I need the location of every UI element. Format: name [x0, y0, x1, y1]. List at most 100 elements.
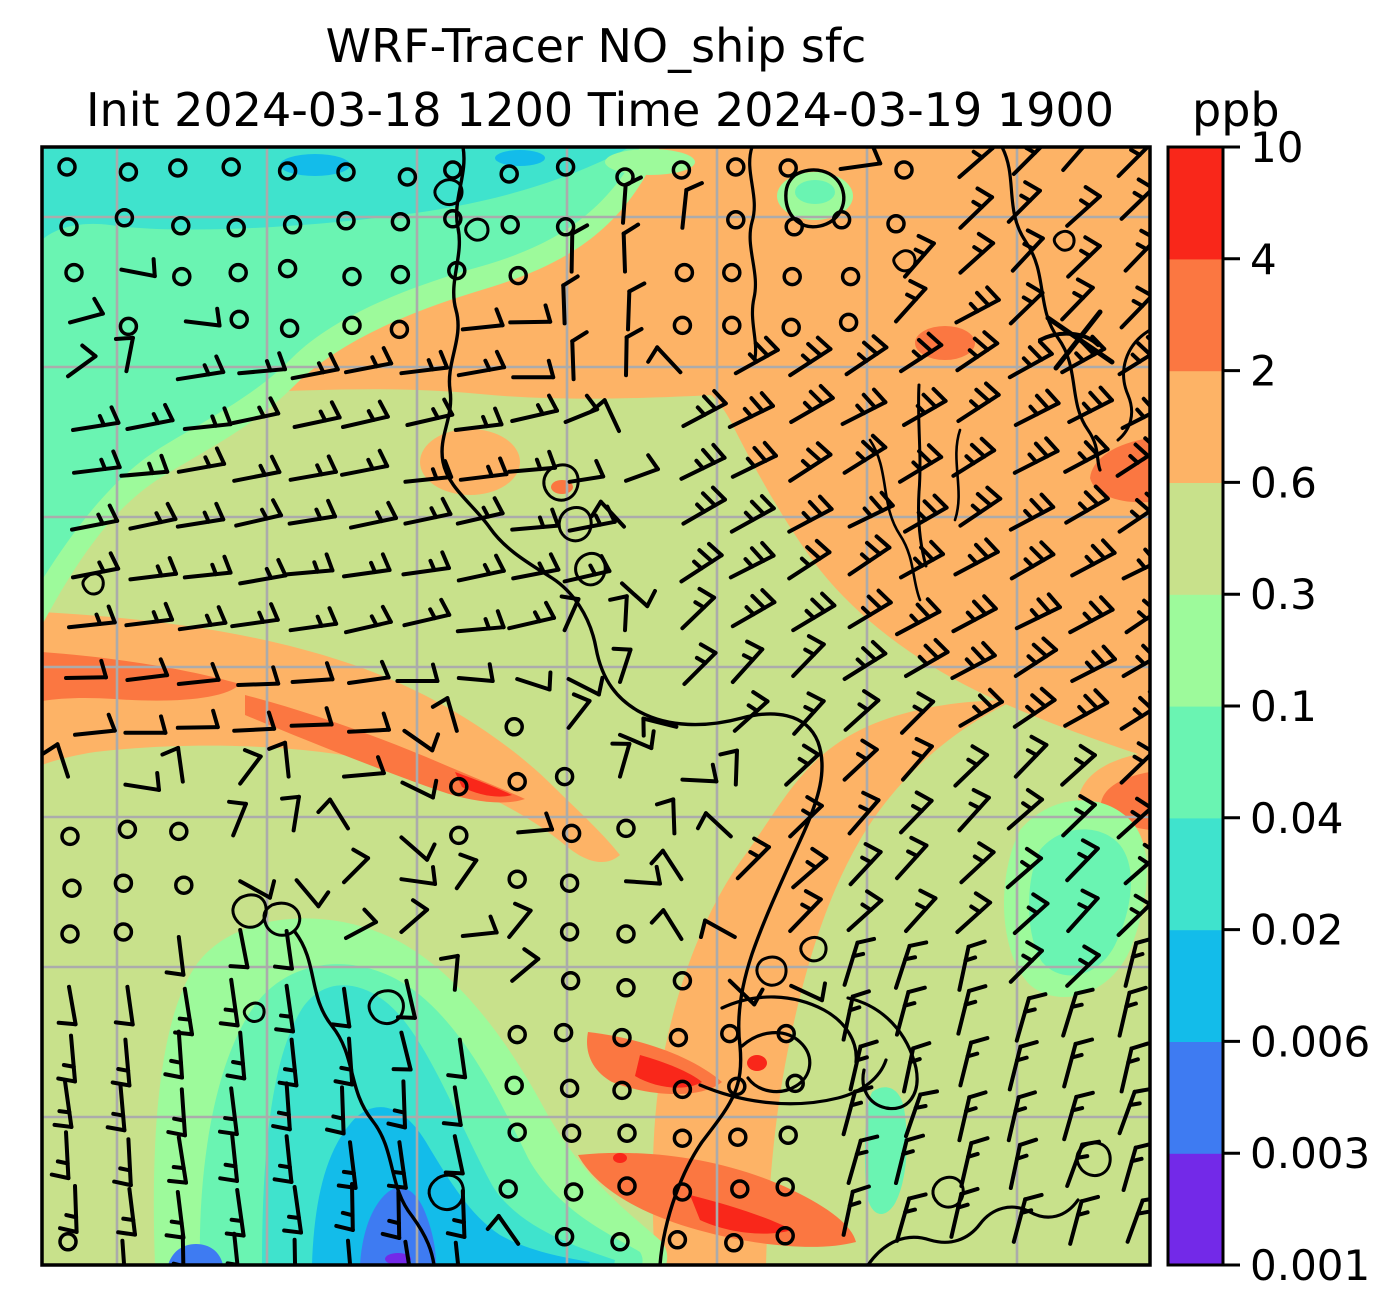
- wind-barb: [1061, 147, 1086, 172]
- wind-barb: [56, 984, 78, 1027]
- calm-wind-circle: [612, 1080, 632, 1101]
- calm-wind-circle: [553, 1022, 574, 1043]
- coastline-sw-island-3: [242, 1001, 266, 1023]
- calm-wind-circle: [667, 1230, 688, 1250]
- wind-barb: [894, 278, 928, 324]
- wind-barb: [510, 393, 560, 423]
- wind-barb: [232, 454, 282, 483]
- calm-wind-circle: [507, 1122, 527, 1142]
- wind-barb: [611, 646, 633, 684]
- wind-barb: [895, 1192, 928, 1243]
- wind-barb: [1008, 940, 1044, 984]
- wind-barb: [904, 888, 938, 933]
- calm-wind-circle: [113, 873, 134, 893]
- calm-wind-circle: [279, 318, 300, 339]
- coastline-main-west-coast: [440, 147, 824, 1265]
- wind-barb: [218, 977, 240, 1028]
- map-border: [40, 145, 1152, 1267]
- wind-barb: [238, 879, 277, 900]
- wind-barb: [508, 303, 553, 325]
- calm-wind-circle: [612, 1027, 632, 1048]
- wind-barb: [732, 690, 770, 733]
- calm-wind-circle: [728, 1127, 748, 1147]
- wind-barb: [344, 907, 379, 940]
- wind-barb: [955, 330, 1000, 373]
- colorbar: 10 4 2 0.6 0.3 0.1 0.04 0.02 0.006 0.003 0.001: [1166, 123, 1370, 1290]
- wind-barb: [682, 642, 718, 686]
- wind-barb: [128, 556, 179, 582]
- wind-barb: [789, 383, 835, 424]
- wind-barb: [788, 335, 833, 378]
- calm-wind-circle: [727, 1076, 747, 1097]
- calm-wind-circle: [228, 262, 248, 283]
- wind-barb: [515, 670, 553, 692]
- contour-region-red-west-core: [455, 772, 512, 797]
- wind-barb: [561, 274, 580, 326]
- wind-barb: [395, 662, 440, 683]
- calm-wind-circle: [221, 157, 241, 177]
- wind-barb: [271, 1081, 292, 1132]
- wind-barb: [456, 349, 507, 378]
- wind-barb: [282, 1185, 304, 1235]
- calm-wind-circle: [277, 161, 298, 181]
- calm-wind-circle: [226, 218, 246, 238]
- wind-barb: [160, 745, 185, 784]
- wind-barb: [399, 835, 437, 862]
- calm-wind-circle: [776, 1023, 796, 1044]
- wind-barb: [125, 402, 175, 431]
- wind-barb: [904, 637, 950, 678]
- wind-barb: [344, 604, 393, 635]
- calm-wind-circle: [672, 1128, 693, 1148]
- wind-barb: [957, 939, 987, 992]
- wind-barb: [177, 605, 228, 632]
- wind-barb: [957, 787, 991, 833]
- wind-barb: [1119, 177, 1150, 221]
- calm-wind-circle: [775, 1177, 795, 1197]
- wind-barb: [112, 1137, 133, 1188]
- wind-barb: [113, 984, 135, 1027]
- wind-barb: [956, 381, 1001, 423]
- map-frame: [40, 145, 1152, 1267]
- wind-barb: [626, 281, 647, 332]
- calm-wind-circle: [118, 162, 139, 182]
- wind-barb: [895, 597, 942, 637]
- calm-wind-circle: [563, 1182, 584, 1202]
- calm-wind-circle: [397, 167, 418, 187]
- wind-barb: [1011, 1192, 1044, 1244]
- wind-barb: [113, 335, 135, 374]
- wind-barb: [124, 601, 175, 628]
- wind-barb: [957, 147, 995, 179]
- wind-barb: [460, 307, 505, 332]
- wind-barb: [507, 600, 557, 631]
- calm-wind-circle: [62, 878, 82, 898]
- wind-barb: [342, 552, 392, 579]
- calm-wind-circle: [172, 266, 192, 287]
- colorbar-segment: [1168, 706, 1223, 819]
- wind-barb: [510, 507, 561, 532]
- wind-barb: [679, 541, 724, 584]
- wind-barb: [951, 594, 998, 634]
- calm-wind-circle: [171, 216, 191, 236]
- wind-barb: [679, 442, 727, 481]
- coastline-top-island-1: [433, 178, 464, 207]
- calm-wind-circle: [560, 971, 581, 991]
- colorbar-tick-label: 2: [1250, 347, 1277, 396]
- wind-barb: [401, 550, 451, 577]
- calm-wind-circle: [342, 315, 362, 336]
- wind-barb: [290, 661, 335, 684]
- calm-wind-circle: [559, 873, 580, 893]
- wind-barb: [562, 554, 612, 584]
- wind-barb: [1117, 985, 1148, 1038]
- wind-barb: [236, 665, 281, 687]
- wind-barb: [292, 400, 342, 429]
- wind-barb: [649, 908, 684, 941]
- wind-barb: [1070, 538, 1117, 578]
- calm-wind-circle: [554, 1227, 575, 1247]
- colorbar-tick-label: 10: [1250, 123, 1303, 172]
- calm-wind-circle: [113, 922, 134, 942]
- contour-region-violet-dot: [385, 1253, 411, 1265]
- calm-wind-circle: [449, 825, 469, 846]
- calm-wind-circle: [672, 971, 693, 991]
- calm-wind-circle: [617, 1176, 637, 1196]
- coastline-delta-isle-2: [799, 935, 828, 963]
